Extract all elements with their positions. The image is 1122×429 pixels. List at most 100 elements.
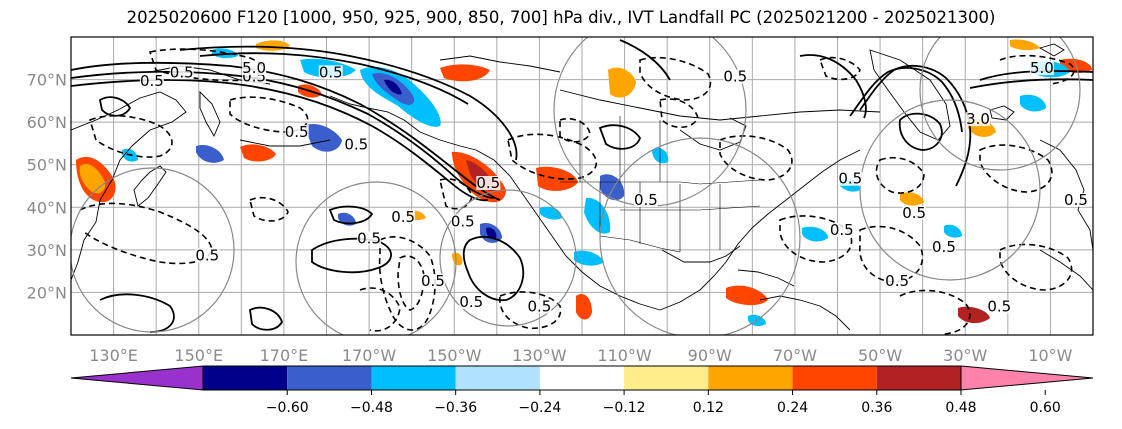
latitude-label: 20°N bbox=[27, 283, 67, 302]
map-title: 2025020600 F120 [1000, 950, 925, 900, 85… bbox=[126, 8, 996, 27]
longitude-label: 170°E bbox=[260, 346, 309, 365]
contour-label: 0.5 bbox=[987, 297, 1011, 315]
contour-label: 0.5 bbox=[1064, 191, 1088, 209]
colorbar-segment bbox=[371, 366, 456, 390]
contour-label-bg bbox=[476, 176, 501, 190]
contour-dashed-5 bbox=[378, 236, 436, 331]
map-frame bbox=[70, 36, 1094, 336]
contour-label: 0.5 bbox=[830, 221, 854, 239]
longitude-label: 50°W bbox=[858, 346, 902, 365]
coast-aleutians bbox=[239, 139, 331, 147]
contour-label-bg bbox=[633, 193, 658, 208]
contour-label-bg bbox=[829, 222, 854, 237]
coastlines bbox=[71, 43, 1093, 331]
longitude-label: 110°W bbox=[597, 346, 652, 365]
contour-dashed-21 bbox=[659, 98, 699, 129]
shade-positive-6 bbox=[440, 64, 490, 82]
colorbar-tick-label: −0.48 bbox=[350, 400, 393, 416]
contour-label: 0.5 bbox=[195, 246, 219, 264]
shade-negative-18 bbox=[944, 224, 962, 238]
ring-3 bbox=[439, 189, 577, 327]
contour-dashed-8 bbox=[507, 133, 598, 180]
coast-canada-north bbox=[559, 89, 881, 121]
longitude-label: 150°W bbox=[427, 346, 482, 365]
latitude-label: 40°N bbox=[27, 198, 67, 217]
contour-label-bg bbox=[450, 214, 475, 229]
contour-solid-7 bbox=[849, 67, 963, 133]
coast-na-west bbox=[475, 149, 661, 311]
contour-label-bg bbox=[1029, 61, 1054, 76]
colorbar-segment bbox=[876, 366, 961, 390]
contour-dashed-20 bbox=[559, 118, 591, 143]
longitude-label: 10°W bbox=[1028, 346, 1072, 365]
contour-label-bg bbox=[420, 273, 445, 288]
contour-label-bg bbox=[838, 171, 863, 186]
longitude-label: 70°W bbox=[773, 346, 817, 365]
coast-gulf-mexico bbox=[661, 245, 741, 263]
contour-label: 0.5 bbox=[902, 204, 926, 222]
contour-label-bg bbox=[723, 69, 748, 84]
shade-positive-3 bbox=[240, 144, 276, 162]
colorbar-segment bbox=[203, 366, 288, 390]
contour-label: 0.5 bbox=[838, 170, 862, 188]
contour-label-bg bbox=[318, 65, 343, 80]
contour-label: 0.5 bbox=[459, 293, 483, 311]
contour-label: 5.0 bbox=[1030, 59, 1054, 77]
longitude-label: 150°E bbox=[174, 346, 223, 365]
coast-africa bbox=[1039, 249, 1093, 291]
colorbar-tick-label: −0.24 bbox=[518, 400, 561, 416]
colorbar-tick-label: 0.12 bbox=[693, 400, 724, 416]
contour-solid-5 bbox=[199, 52, 469, 105]
contour-dashed-16 bbox=[999, 243, 1073, 291]
coast-na-east bbox=[659, 149, 861, 311]
contour-label-bg bbox=[931, 239, 956, 254]
contour-dashed-2 bbox=[89, 114, 173, 158]
longitude-label: 130°E bbox=[89, 346, 138, 365]
coast-east-asia bbox=[71, 91, 187, 281]
contour-dashed-7 bbox=[359, 287, 401, 332]
contour-dashed-11 bbox=[719, 135, 793, 181]
contour-solid-1 bbox=[71, 61, 501, 201]
shade-positive-19 bbox=[1010, 39, 1040, 51]
colorbar-segment bbox=[624, 366, 709, 390]
contour-label-bg bbox=[391, 210, 416, 225]
contour-solid-16 bbox=[249, 306, 283, 331]
contour-label: 0.5 bbox=[285, 123, 309, 141]
longitude-label: 90°W bbox=[688, 346, 732, 365]
contour-solid-13 bbox=[328, 205, 374, 225]
shade-negative-16 bbox=[802, 226, 828, 242]
contour-label: 0.5 bbox=[932, 238, 956, 256]
contour-solid-12 bbox=[311, 237, 392, 274]
contour-dashed-12 bbox=[779, 215, 853, 263]
longitude-labels: 130°E 150°E 170°E 170°W 150°W 130°W 110°W 90°W 7… bbox=[89, 346, 1072, 365]
contour-dashed-18 bbox=[818, 56, 861, 81]
contour-label-bg bbox=[966, 112, 991, 127]
colorbar-segment bbox=[539, 366, 625, 390]
colorbar-tick-label: 0.24 bbox=[777, 400, 808, 416]
contour-label-bg bbox=[987, 299, 1012, 314]
latitude-label: 30°N bbox=[27, 241, 67, 260]
latitude-label: 70°N bbox=[27, 71, 67, 90]
contour-dashed-13 bbox=[859, 225, 924, 283]
contour-solid-17 bbox=[619, 39, 671, 81]
contour-label: 0.5 bbox=[476, 174, 500, 192]
shade-positive-11 bbox=[576, 293, 592, 320]
colorbar-tick-label: −0.36 bbox=[434, 400, 477, 416]
contour-label: 0.5 bbox=[319, 63, 343, 81]
contour-solid-4 bbox=[179, 45, 518, 161]
contour-label-bg bbox=[139, 73, 164, 88]
contour-solid-8 bbox=[898, 112, 943, 151]
contour-dashed-19 bbox=[439, 178, 473, 210]
contour-dashed-17 bbox=[875, 156, 925, 194]
shade-positive-18 bbox=[452, 252, 463, 266]
shade-positive-12 bbox=[726, 285, 768, 306]
border-us-mexico bbox=[599, 235, 681, 253]
contour-label: 3.0 bbox=[966, 110, 990, 128]
contour-labels: 0.5 0.5 0.5 0.5 0.5 0.5 0.5 0.5 0.5 0.5 0.5 0.5 0.5 0… bbox=[139, 59, 1088, 315]
colorbar-tick-label: 0.60 bbox=[1030, 400, 1061, 416]
border-states-1 bbox=[599, 182, 761, 252]
contour-label-bg bbox=[169, 65, 194, 80]
contour-label-bg bbox=[527, 299, 552, 314]
longitude-label: 130°W bbox=[512, 346, 567, 365]
